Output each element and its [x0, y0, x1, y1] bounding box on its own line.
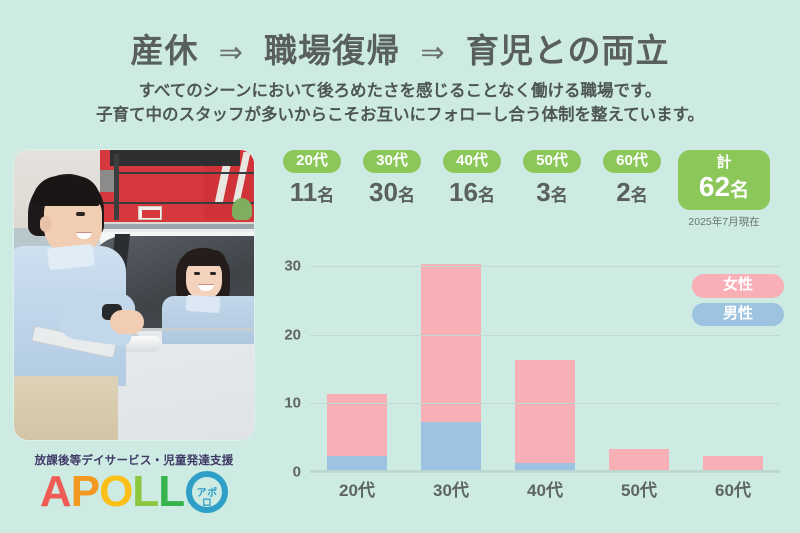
bar-slot-60代: [686, 264, 780, 470]
legend-item-male[interactable]: 男性: [692, 302, 784, 326]
stat-number-20s: 11: [289, 176, 318, 207]
stat-unit-30s: 名: [397, 185, 415, 205]
stat-pill-50s: 50代: [523, 150, 581, 173]
bar-30代[interactable]: [421, 264, 481, 470]
x-label-60代: 60代: [715, 481, 751, 500]
apollo-logo: 放課後等デイサービス・児童発達支援 A P O L L アポロ: [14, 452, 254, 514]
subtitle: すべてのシーンにおいて後ろめたさを感じることなく働ける職場です。 子育て中のスタ…: [0, 80, 800, 128]
stat-20s: 20代 11名: [272, 150, 352, 206]
stats-row: 20代 11名 30代 30名 40代 16名 50代 3名 60代 2名 計 …: [272, 150, 790, 250]
stat-pill-60s: 60代: [603, 150, 661, 173]
x-label-20代: 20代: [339, 481, 375, 500]
chart-x-labels: 20代 30代 40代 50代 60代: [310, 476, 780, 501]
x-label-30代: 30代: [433, 481, 469, 500]
bar-slot-20代: [310, 264, 404, 470]
logo-wordmark: A P O L L アポロ: [14, 470, 254, 514]
logo-letter-l2: L: [158, 467, 185, 516]
bar-segment-male-40代: [515, 463, 575, 470]
title-part-3: 育児との両立: [465, 32, 670, 69]
age-gender-chart: 0 10 20 30 20代 30代 40代 50代 60代 女性 男性: [268, 256, 790, 506]
x-label-50代: 50代: [621, 481, 657, 500]
total-count: 62名: [686, 171, 762, 203]
stat-40s: 40代 16名: [432, 150, 512, 206]
stat-pill-20s: 20代: [283, 150, 341, 173]
total-label: 計: [716, 154, 732, 171]
stat-number-30s: 30: [369, 176, 398, 207]
bar-segment-female-40代: [515, 360, 575, 464]
stat-unit-60s: 名: [630, 185, 648, 205]
arrow-icon-1: ⇒: [218, 37, 244, 69]
bar-segment-male-30代: [421, 421, 481, 470]
stat-30s: 30代 30名: [352, 150, 432, 206]
page-title: 産休 ⇒ 職場復帰 ⇒ 育児との両立: [0, 24, 800, 72]
logo-letter-o: O: [99, 467, 133, 516]
stat-count-40s: 16名: [432, 176, 512, 207]
bar-segment-female-50代: [609, 449, 669, 470]
logo-letter-a: A: [39, 467, 72, 516]
stat-count-50s: 3名: [512, 176, 592, 207]
total-box: 計 62名: [678, 150, 770, 210]
bar-40代[interactable]: [515, 360, 575, 470]
header: 産休 ⇒ 職場復帰 ⇒ 育児との両立 すべてのシーンにおいて後ろめたさを感じるこ…: [0, 0, 800, 128]
bar-slot-40代: [498, 264, 592, 470]
bar-60代[interactable]: [703, 456, 763, 470]
stat-unit-20s: 名: [317, 185, 335, 205]
gridline-10: 10: [284, 395, 780, 412]
gridline-0: 0: [293, 464, 780, 481]
chart-legend: 女性 男性: [692, 274, 784, 326]
subtitle-line-1: すべてのシーンにおいて後ろめたさを感じることなく働ける職場です。: [138, 82, 662, 100]
subtitle-line-2: 子育て中のスタッフが多いからこそお互いにフォローし合う体制を整えています。: [95, 105, 705, 124]
bar-50代[interactable]: [609, 449, 669, 470]
y-tick-label-10: 10: [284, 394, 301, 412]
logo-tagline: 放課後等デイサービス・児童発達支援: [34, 455, 234, 467]
bar-slot-30代: [404, 264, 498, 470]
bar-20代[interactable]: [327, 394, 387, 470]
stat-unit-40s: 名: [477, 185, 495, 205]
staff-photo: [14, 150, 254, 440]
stat-pill-40s: 40代: [443, 150, 501, 173]
bar-segment-female-30代: [421, 264, 481, 422]
stat-total: 計 62名 2025年7月現在: [678, 150, 770, 229]
arrow-icon-2: ⇒: [420, 37, 446, 69]
bar-slot-50代: [592, 264, 686, 470]
as-of-date: 2025年7月現在: [688, 215, 760, 228]
stat-60s: 60代 2名: [592, 150, 672, 206]
stat-number-50s: 3: [536, 176, 551, 207]
x-axis-line: [310, 470, 780, 472]
y-tick-label-0: 0: [292, 463, 301, 481]
y-tick-label-30: 30: [284, 257, 301, 275]
bar-segment-female-20代: [327, 394, 387, 457]
x-label-40代: 40代: [527, 481, 563, 500]
total-number: 62: [698, 171, 731, 202]
title-part-1: 産休: [130, 32, 199, 69]
gridline-30: 30: [284, 258, 780, 275]
y-tick-label-20: 20: [284, 326, 301, 344]
photo-illustration: [14, 150, 254, 440]
stat-number-60s: 2: [616, 176, 631, 207]
chart-plot-area: 0 10 20 30: [284, 258, 780, 481]
logo-circle-text: アポロ: [196, 488, 218, 509]
chart-bars: [310, 264, 780, 470]
stat-number-40s: 16: [449, 176, 478, 207]
logo-letter-p: P: [70, 467, 100, 516]
legend-item-female[interactable]: 女性: [692, 274, 784, 298]
logo-circle-icon: アポロ: [186, 471, 229, 513]
bar-segment-female-60代: [703, 456, 763, 470]
stat-count-20s: 11名: [272, 176, 352, 207]
gridline-20: 20: [284, 326, 780, 343]
stat-unit-50s: 名: [550, 185, 568, 205]
stat-count-30s: 30名: [352, 176, 432, 207]
stat-pill-30s: 30代: [363, 150, 421, 173]
bar-segment-male-20代: [327, 456, 387, 470]
title-part-2: 職場復帰: [264, 32, 401, 69]
stat-count-60s: 2名: [592, 176, 672, 207]
logo-letter-l1: L: [132, 467, 159, 516]
total-unit: 名: [730, 180, 750, 201]
stat-50s: 50代 3名: [512, 150, 592, 206]
